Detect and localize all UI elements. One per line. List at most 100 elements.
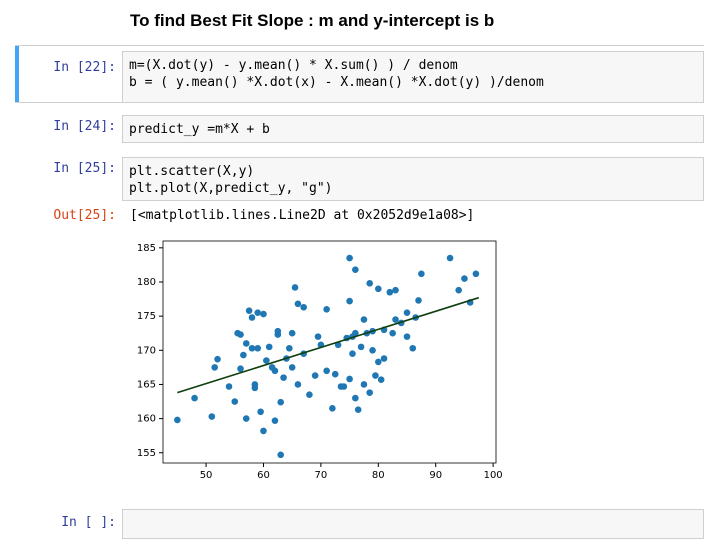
input-prompt: In [ ]: [61, 515, 116, 530]
scatter-point [237, 365, 244, 373]
code-cell[interactable]: m=(X.dot(y) - y.mean() * X.sum() ) / den… [122, 51, 704, 103]
scatter-point [366, 389, 373, 396]
x-tick-label: 80 [372, 470, 385, 481]
x-tick-label: 50 [200, 470, 213, 481]
code-line: plt.scatter(X,y) [129, 164, 255, 179]
scatter-point [280, 374, 287, 381]
input-prompt: In [22]: [53, 60, 116, 75]
scatter-point [300, 303, 307, 311]
scatter-point [271, 417, 279, 424]
scatter-point [461, 275, 468, 282]
code-line: b = ( y.mean() *X.dot(x) - X.mean() *X.d… [129, 75, 544, 90]
scatter-point [288, 329, 296, 337]
scatter-point [191, 394, 198, 402]
scatter-point [271, 367, 279, 375]
scatter-point [380, 355, 388, 362]
scatter-point [346, 254, 353, 262]
scatter-point [340, 383, 348, 390]
scatter-point [386, 288, 394, 296]
scatter-point [208, 413, 216, 420]
scatter-point [286, 344, 293, 352]
scatter-point [403, 309, 411, 317]
scatter-point [409, 344, 417, 352]
plot: 50 60 70 80 90 100 155 160 165 170 175 180 185 [137, 240, 503, 481]
scatter-point [372, 372, 379, 379]
code-cell[interactable]: predict_y =m*X + b [122, 115, 704, 143]
scatter-point [225, 383, 233, 390]
x-tick-label: 60 [257, 470, 270, 481]
code-line: plt.plot(X,predict_y, "g") [129, 181, 333, 196]
output-prompt: Out[25]: [53, 208, 116, 223]
output-text: [<matplotlib.lines.Line2D at 0x2052d9e1a… [130, 208, 475, 223]
scatter-point [306, 391, 313, 398]
empty-code-cell[interactable] [122, 509, 704, 539]
code-cell[interactable]: plt.scatter(X,y) plt.plot(X,predict_y, "… [122, 157, 704, 201]
code-line: m=(X.dot(y) - y.mean() * X.sum() ) / den… [129, 58, 458, 73]
scatter-point [242, 340, 250, 347]
scatter-point [291, 284, 299, 291]
x-tick-label: 70 [315, 470, 328, 481]
scatter-point [274, 331, 282, 338]
scatter-point [288, 364, 296, 371]
scatter-point [418, 270, 425, 278]
scatter-point [375, 358, 382, 366]
input-prompt: In [24]: [53, 119, 116, 134]
scatter-point [369, 346, 376, 354]
scatter-point [472, 270, 480, 278]
heading: To find Best Fit Slope : m and y-interce… [130, 11, 495, 30]
scatter-point [323, 367, 330, 375]
scatter-point [248, 314, 256, 321]
scatter-point [214, 355, 221, 363]
scatter-point [346, 297, 353, 305]
y-tick-label: 185 [137, 243, 156, 254]
scatter-point [260, 427, 267, 435]
scatter-point [248, 344, 256, 352]
scatter-point [331, 370, 339, 378]
scatter-point [403, 333, 411, 340]
scatter-point [311, 372, 319, 379]
scatter-point [257, 408, 264, 416]
scatter-point [352, 329, 359, 337]
scatter-point [314, 333, 322, 340]
fit-line [177, 296, 480, 394]
scatter-point [240, 351, 247, 359]
scatter-point [174, 416, 181, 424]
scatter-point [251, 381, 259, 388]
scatter-point [260, 310, 267, 318]
x-tick-label: 90 [429, 470, 442, 481]
scatter-point [263, 357, 270, 364]
scatter-point [242, 415, 250, 422]
y-tick-label: 160 [137, 414, 156, 425]
scatter-point [237, 331, 244, 338]
scatter-point [446, 254, 454, 262]
scatter-point [415, 297, 422, 304]
scatter-point [360, 381, 368, 388]
scatter-point [231, 398, 239, 405]
scatter-point [294, 381, 302, 388]
scatter-point [277, 451, 284, 459]
scatter-point [254, 344, 262, 352]
scatter-point [357, 343, 365, 351]
scatter-point [265, 343, 273, 351]
scatter-point [346, 375, 353, 383]
code-line: predict_y =m*X + b [129, 122, 270, 137]
scatter-point [392, 286, 399, 294]
scatter-point [352, 394, 359, 402]
scatter-point [349, 350, 356, 358]
y-tick-label: 175 [137, 311, 156, 322]
scatter-point [375, 285, 382, 293]
input-prompt: In [25]: [53, 161, 116, 176]
scatter-point [354, 406, 362, 414]
scatter-point [329, 405, 336, 412]
y-tick-label: 155 [137, 448, 156, 459]
scatter-point [366, 280, 373, 287]
scatter-point [455, 286, 462, 294]
scatter-point [211, 364, 218, 371]
y-tick-label: 170 [137, 345, 156, 356]
axes-frame [162, 240, 497, 464]
scatter-point [277, 398, 284, 406]
scatter-point [245, 307, 253, 314]
scatter-point [392, 316, 399, 323]
scatter-point [294, 300, 302, 308]
scatter-point [352, 266, 359, 273]
